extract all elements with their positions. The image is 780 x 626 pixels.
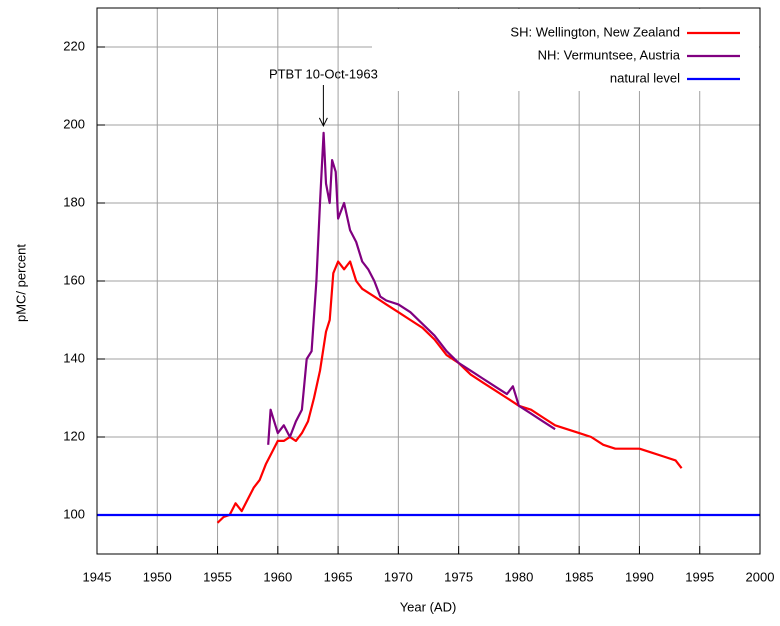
y-tick-label: 100	[63, 506, 85, 521]
x-tick-label: 1990	[625, 569, 654, 584]
y-tick-label: 140	[63, 350, 85, 365]
x-tick-label: 1945	[83, 569, 112, 584]
data-line	[267, 131, 556, 445]
x-tick-label: 2000	[746, 569, 775, 584]
x-axis-label: Year (AD)	[400, 599, 457, 614]
y-tick-label: 160	[63, 272, 85, 287]
y-tick-label: 200	[63, 116, 85, 131]
x-tick-label: 1975	[444, 569, 473, 584]
x-tick-label: 1965	[324, 569, 353, 584]
x-tick-label: 1950	[143, 569, 172, 584]
legend-label: SH: Wellington, New Zealand	[510, 24, 680, 39]
y-axis-label: pMC/ percent	[13, 244, 28, 322]
x-tick-label: 1955	[203, 569, 232, 584]
legend-box	[372, 9, 759, 91]
x-tick-label: 1960	[263, 569, 292, 584]
legend-label: NH: Vermuntsee, Austria	[538, 47, 681, 62]
y-tick-label: 120	[63, 428, 85, 443]
y-tick-label: 220	[63, 38, 85, 53]
annotation: PTBT 10-Oct-1963	[269, 66, 378, 81]
plot-frame	[96, 7, 761, 555]
x-tick-label: 1970	[384, 569, 413, 584]
y-tick-label: 180	[63, 194, 85, 209]
x-tick-label: 1980	[504, 569, 533, 584]
legend-label: natural level	[610, 70, 680, 85]
annotation-arrowhead	[318, 117, 328, 128]
x-tick-label: 1995	[685, 569, 714, 584]
data-line	[216, 260, 683, 524]
x-tick-label: 1985	[565, 569, 594, 584]
